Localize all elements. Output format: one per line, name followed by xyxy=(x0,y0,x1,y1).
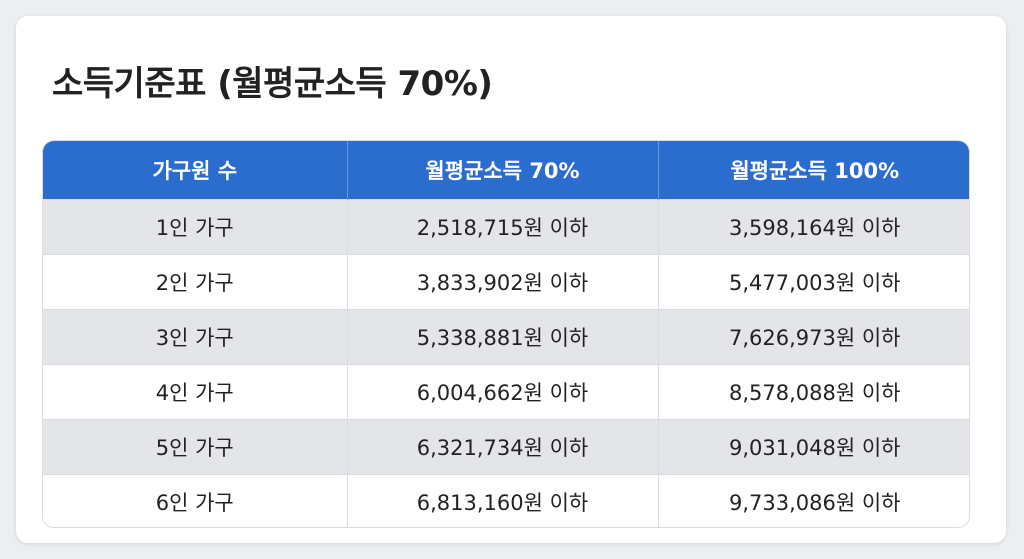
income-70-cell: 6,813,160원 이하 xyxy=(347,474,659,527)
income-100-cell: 9,031,048원 이하 xyxy=(658,419,969,475)
income-70-cell: 6,321,734원 이하 xyxy=(347,419,659,475)
household-size-cell: 1인 가구 xyxy=(43,199,348,255)
household-size-cell: 5인 가구 xyxy=(43,419,348,475)
table-row: 1인 가구 2,518,715원 이하 3,598,164원 이하 xyxy=(43,199,969,255)
household-size-cell: 2인 가구 xyxy=(43,254,348,310)
page-title: 소득기준표 (월평균소득 70%) xyxy=(52,64,493,104)
table-body: 1인 가구 2,518,715원 이하 3,598,164원 이하 2인 가구 … xyxy=(43,199,969,527)
income-100-cell: 5,477,003원 이하 xyxy=(658,254,969,310)
income-100-cell: 7,626,973원 이하 xyxy=(658,309,969,365)
header-income-100: 월평균소득 100% xyxy=(658,141,969,200)
income-100-cell: 8,578,088원 이하 xyxy=(658,364,969,420)
header-row: 가구원 수 월평균소득 70% 월평균소득 100% xyxy=(43,141,969,200)
table-row: 6인 가구 6,813,160원 이하 9,733,086원 이하 xyxy=(43,474,969,527)
household-size-cell: 4인 가구 xyxy=(43,364,348,420)
income-table: 가구원 수 월평균소득 70% 월평균소득 100% 1인 가구 2,518,7… xyxy=(43,141,969,527)
income-70-cell: 6,004,662원 이하 xyxy=(347,364,659,420)
header-household-size: 가구원 수 xyxy=(43,141,348,200)
header-income-70: 월평균소득 70% xyxy=(347,141,659,200)
household-size-cell: 6인 가구 xyxy=(43,474,348,527)
income-70-cell: 2,518,715원 이하 xyxy=(347,199,659,255)
table-header: 가구원 수 월평균소득 70% 월평균소득 100% xyxy=(43,141,969,200)
income-70-cell: 3,833,902원 이하 xyxy=(347,254,659,310)
income-70-cell: 5,338,881원 이하 xyxy=(347,309,659,365)
income-table-container: 가구원 수 월평균소득 70% 월평균소득 100% 1인 가구 2,518,7… xyxy=(42,140,970,528)
table-row: 2인 가구 3,833,902원 이하 5,477,003원 이하 xyxy=(43,254,969,310)
household-size-cell: 3인 가구 xyxy=(43,309,348,365)
income-100-cell: 3,598,164원 이하 xyxy=(658,199,969,255)
income-standard-card: 소득기준표 (월평균소득 70%) 가구원 수 월평균소득 70% 월평균소득 … xyxy=(16,16,1006,543)
table-row: 4인 가구 6,004,662원 이하 8,578,088원 이하 xyxy=(43,364,969,420)
income-100-cell: 9,733,086원 이하 xyxy=(658,474,969,527)
table-row: 3인 가구 5,338,881원 이하 7,626,973원 이하 xyxy=(43,309,969,365)
table-row: 5인 가구 6,321,734원 이하 9,031,048원 이하 xyxy=(43,419,969,475)
